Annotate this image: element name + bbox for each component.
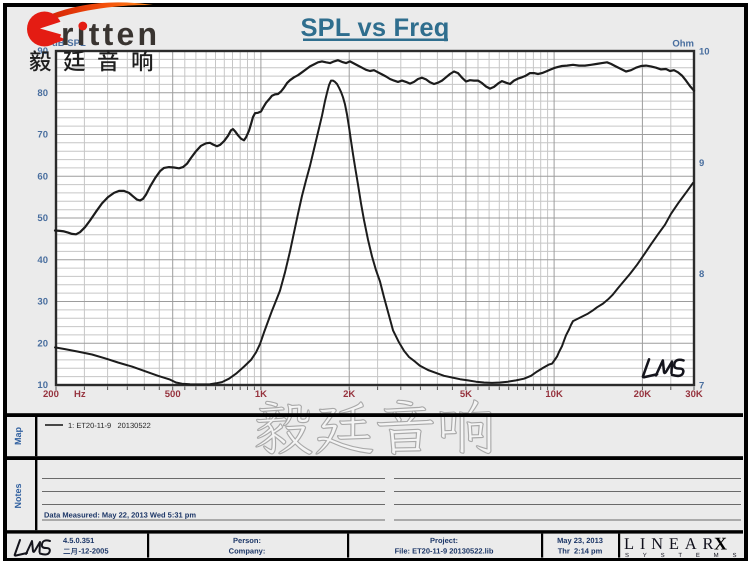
svg-text:Person:: Person:: [233, 536, 261, 545]
svg-text:File: ET20-11-9 20130522.lib: File: ET20-11-9 20130522.lib: [395, 547, 494, 556]
svg-text:30: 30: [37, 297, 48, 308]
svg-text:2K: 2K: [343, 389, 355, 400]
svg-text:30K: 30K: [685, 389, 703, 400]
svg-text:500: 500: [165, 389, 181, 400]
svg-text:5K: 5K: [460, 389, 472, 400]
svg-text:Ohm: Ohm: [672, 39, 694, 50]
svg-text:60: 60: [37, 171, 48, 182]
svg-text:40: 40: [37, 255, 48, 266]
svg-text:8: 8: [699, 269, 704, 280]
svg-text:20: 20: [37, 338, 48, 349]
svg-text:1K: 1K: [255, 389, 267, 400]
svg-text:1: ET20-11-9 20130522: 1: ET20-11-9 20130522: [68, 421, 151, 430]
svg-text:9: 9: [699, 158, 704, 169]
svg-text:dB SPL: dB SPL: [52, 38, 86, 49]
svg-text:Hz: Hz: [74, 389, 86, 400]
svg-text:Map: Map: [13, 426, 23, 445]
svg-text:Data Measured: May 22, 2013 W: Data Measured: May 22, 2013 Wed 5:31 pm: [44, 511, 196, 520]
svg-text:SPL vs Freq: SPL vs Freq: [300, 14, 449, 42]
svg-text:10K: 10K: [545, 389, 563, 400]
svg-text:SYSTEMS: SYSTEMS: [625, 552, 750, 559]
svg-text:Notes: Notes: [13, 483, 23, 508]
svg-text:10: 10: [699, 47, 710, 58]
svg-text:Thr 2:14 pm: Thr 2:14 pm: [558, 547, 603, 556]
svg-text:80: 80: [37, 88, 48, 99]
svg-text:rıtten: rıtten: [61, 16, 160, 52]
svg-text:7: 7: [699, 381, 704, 392]
svg-text:-12-2005: -12-2005: [79, 547, 109, 556]
svg-text:50: 50: [37, 213, 48, 224]
svg-text:10: 10: [37, 380, 48, 391]
svg-text:Company:: Company:: [229, 547, 266, 556]
svg-text:X: X: [714, 534, 727, 554]
svg-text:May 23, 2013: May 23, 2013: [557, 536, 603, 545]
svg-text:LINEAR: LINEAR: [624, 534, 719, 553]
svg-text:Project:: Project:: [430, 536, 458, 545]
svg-text:20K: 20K: [634, 389, 652, 400]
svg-text:4.5.0.351: 4.5.0.351: [63, 536, 94, 545]
svg-text:200: 200: [43, 389, 59, 400]
svg-text:70: 70: [37, 130, 48, 141]
